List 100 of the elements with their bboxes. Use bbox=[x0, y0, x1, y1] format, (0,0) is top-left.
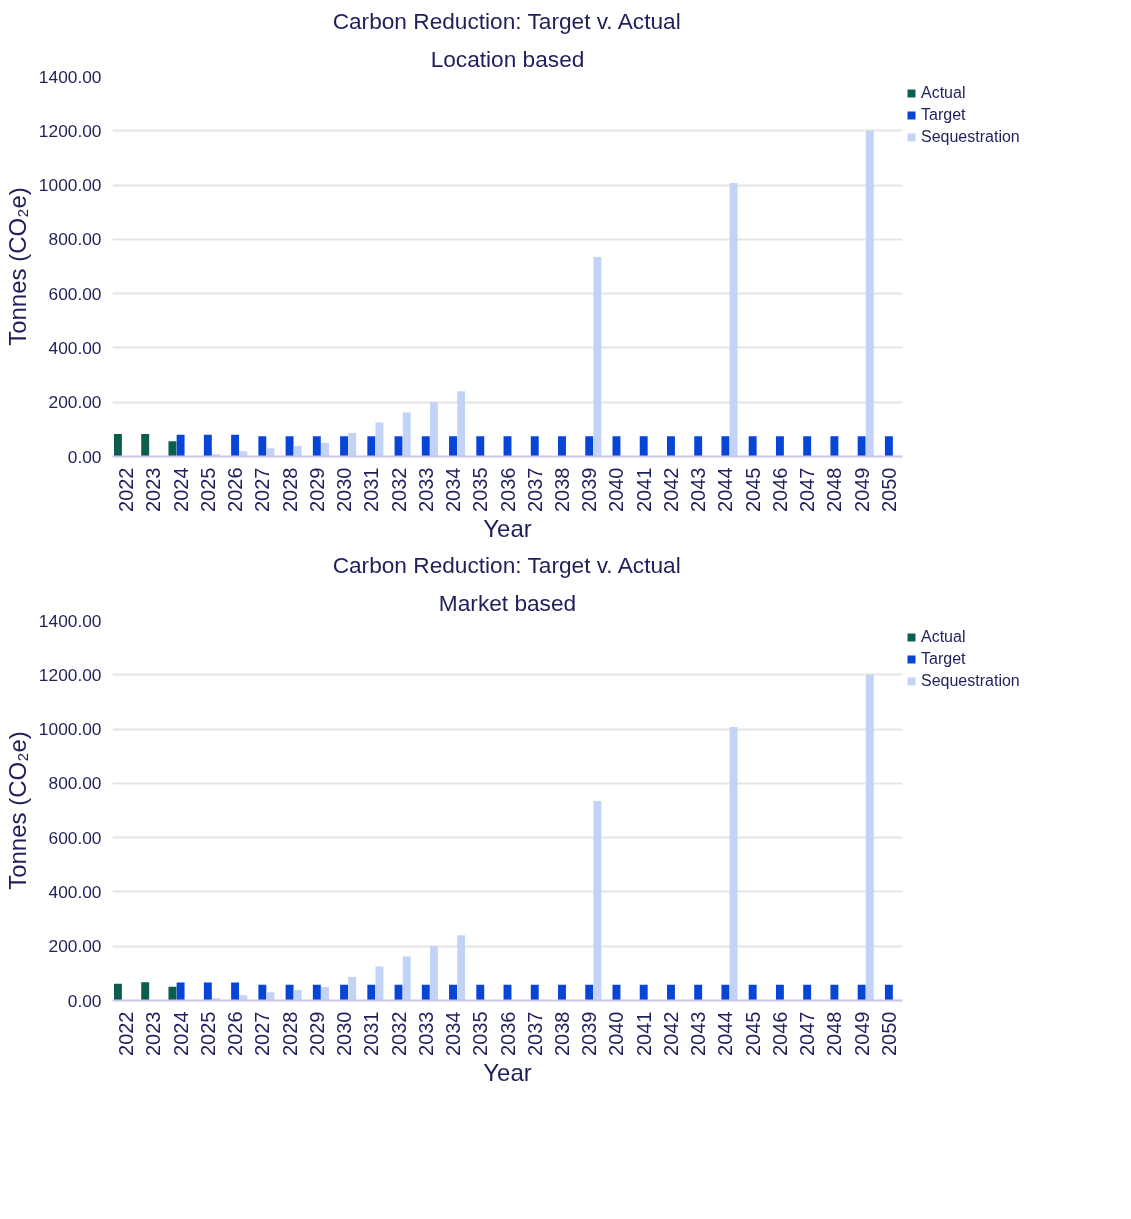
x-tick-label: 2049 bbox=[850, 1011, 873, 1056]
x-tick-label: 2024 bbox=[169, 1011, 192, 1056]
bar bbox=[639, 984, 648, 1001]
x-tick-label: 2029 bbox=[305, 467, 328, 512]
x-tick-label: 2034 bbox=[442, 1011, 465, 1056]
bar bbox=[231, 434, 240, 457]
bar bbox=[748, 984, 757, 1001]
bar bbox=[721, 436, 730, 457]
bar bbox=[865, 674, 874, 1001]
x-axis-title: Year bbox=[483, 514, 532, 542]
y-tick-label: 800.00 bbox=[48, 773, 102, 794]
bar bbox=[721, 984, 730, 1001]
x-tick-label: 2038 bbox=[550, 1011, 573, 1056]
y-tick-label: 1200.00 bbox=[38, 120, 102, 141]
bar bbox=[558, 984, 566, 1001]
x-tick-label: 2042 bbox=[659, 1011, 682, 1056]
y-tick-label: 0.00 bbox=[67, 990, 102, 1011]
x-tick-label: 2044 bbox=[714, 467, 737, 512]
bar bbox=[585, 436, 594, 457]
bar bbox=[857, 436, 866, 457]
bar bbox=[203, 434, 212, 457]
x-tick-label: 2031 bbox=[360, 467, 383, 512]
bar bbox=[830, 436, 839, 457]
bar bbox=[729, 182, 738, 457]
x-tick-label: 2035 bbox=[469, 1011, 492, 1056]
bar bbox=[113, 983, 122, 1001]
bar bbox=[694, 436, 703, 457]
bar bbox=[803, 436, 812, 457]
bar bbox=[285, 984, 294, 1001]
x-tick-label: 2042 bbox=[659, 467, 682, 512]
x-tick-label: 2045 bbox=[741, 1011, 764, 1056]
legend-label: Target bbox=[921, 106, 966, 124]
bar bbox=[402, 412, 411, 457]
x-tick-label: 2047 bbox=[796, 1011, 819, 1056]
bar bbox=[203, 982, 212, 1001]
chart-title: Carbon Reduction: Target v. Actual bbox=[332, 7, 681, 34]
y-tick-label: 200.00 bbox=[48, 392, 102, 413]
x-tick-label: 2050 bbox=[877, 1011, 900, 1056]
x-tick-label: 2022 bbox=[115, 467, 138, 512]
legend-label: Actual bbox=[921, 84, 966, 102]
chart-title: Carbon Reduction: Target v. Actual bbox=[332, 551, 681, 578]
x-tick-label: 2027 bbox=[251, 1011, 274, 1056]
legend-label: Actual bbox=[921, 628, 966, 646]
x-tick-label: 2023 bbox=[142, 467, 165, 512]
y-tick-label: 400.00 bbox=[48, 881, 102, 902]
y-tick-label: 1000.00 bbox=[38, 719, 102, 740]
chart-subtitle: Market based bbox=[438, 589, 577, 616]
bar bbox=[176, 434, 185, 457]
x-tick-label: 2027 bbox=[251, 467, 274, 512]
bar bbox=[729, 726, 738, 1001]
bar bbox=[449, 436, 457, 457]
bar bbox=[348, 432, 357, 457]
y-tick-label: 1200.00 bbox=[38, 664, 102, 685]
bar bbox=[176, 982, 185, 1001]
x-tick-label: 2026 bbox=[224, 1011, 247, 1056]
x-tick-label: 2048 bbox=[823, 467, 846, 512]
x-tick-label: 2046 bbox=[768, 1011, 791, 1056]
y-tick-label: 1400.00 bbox=[38, 66, 102, 87]
bar bbox=[666, 436, 675, 457]
bar bbox=[530, 984, 539, 1001]
y-tick-label: 200.00 bbox=[48, 936, 102, 957]
x-tick-label: 2026 bbox=[224, 467, 247, 512]
y-tick-label: 1400.00 bbox=[38, 610, 102, 631]
bar bbox=[585, 984, 594, 1001]
x-tick-label: 2025 bbox=[196, 467, 219, 512]
bar bbox=[239, 995, 248, 1001]
y-tick-label: 400.00 bbox=[48, 337, 102, 358]
x-tick-label: 2043 bbox=[687, 467, 710, 512]
bar bbox=[457, 935, 466, 1001]
bar bbox=[312, 436, 321, 457]
x-tick-label: 2050 bbox=[877, 467, 900, 512]
bar bbox=[558, 436, 566, 457]
bar bbox=[312, 984, 321, 1001]
x-tick-label: 2039 bbox=[578, 1011, 601, 1056]
x-tick-label: 2033 bbox=[414, 1011, 437, 1056]
bar bbox=[367, 984, 376, 1001]
x-tick-label: 2037 bbox=[523, 1011, 546, 1056]
bar bbox=[212, 998, 220, 1001]
x-tick-label: 2041 bbox=[632, 1011, 655, 1056]
x-tick-label: 2040 bbox=[605, 467, 628, 512]
x-tick-label: 2022 bbox=[115, 1011, 138, 1056]
x-tick-label: 2025 bbox=[196, 1011, 219, 1056]
bar bbox=[775, 436, 784, 457]
bar bbox=[775, 984, 784, 1001]
x-tick-label: 2029 bbox=[305, 1011, 328, 1056]
bar bbox=[803, 984, 812, 1001]
bar bbox=[141, 982, 150, 1001]
x-tick-label: 2028 bbox=[278, 1011, 301, 1056]
bar bbox=[402, 956, 411, 1001]
x-tick-label: 2024 bbox=[169, 467, 192, 512]
bar bbox=[639, 436, 648, 457]
legend-label: Sequestration bbox=[921, 128, 1020, 146]
x-tick-label: 2033 bbox=[414, 467, 437, 512]
bar bbox=[113, 433, 122, 457]
bar bbox=[321, 986, 329, 1001]
bar bbox=[340, 984, 349, 1001]
x-tick-label: 2043 bbox=[687, 1011, 710, 1056]
x-tick-label: 2036 bbox=[496, 467, 519, 512]
y-axis-title: Tonnes (CO₂e) bbox=[3, 187, 31, 346]
x-tick-label: 2048 bbox=[823, 1011, 846, 1056]
